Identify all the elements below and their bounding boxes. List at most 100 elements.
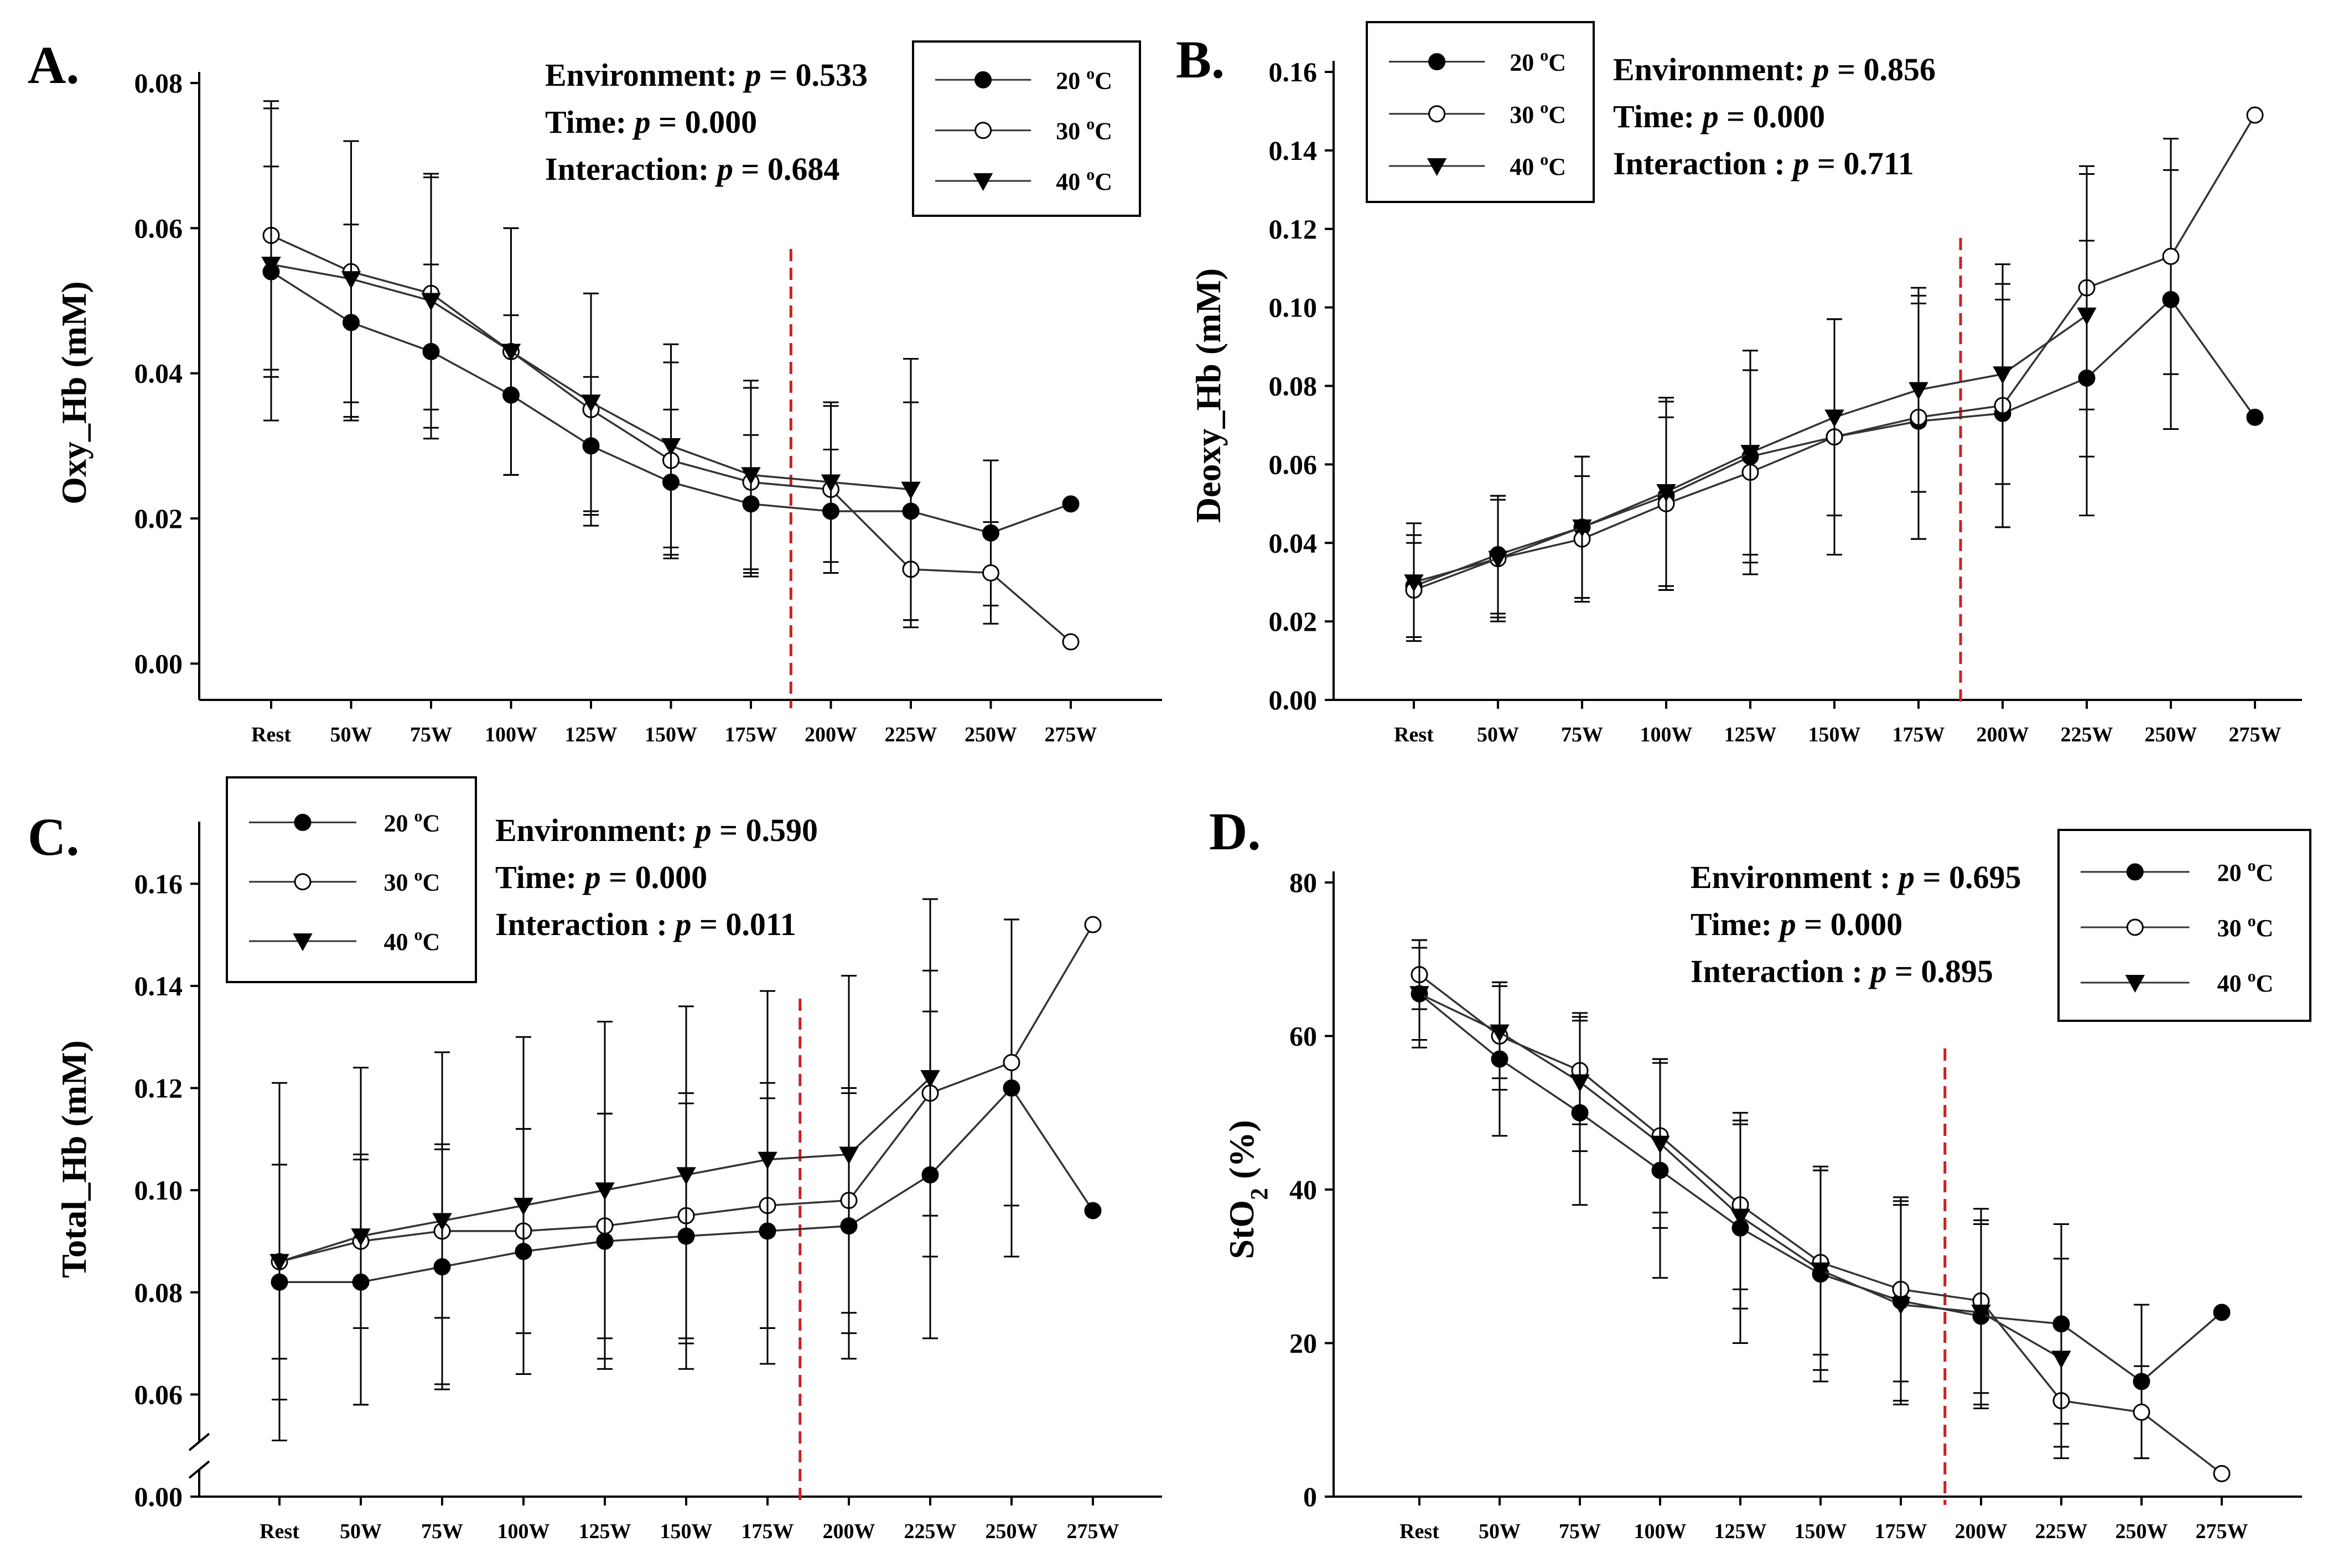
- data-point: [1909, 382, 1928, 400]
- legend-degree: o: [2248, 912, 2256, 930]
- stat-annotation: Time: p = 0.000: [1691, 906, 1902, 942]
- legend-marker: [293, 933, 313, 952]
- x-tick-label: 225W: [885, 723, 937, 746]
- data-point: [1811, 1262, 1831, 1280]
- x-tick-label: 250W: [2145, 723, 2197, 746]
- data-point: [1891, 1297, 1911, 1315]
- y-tick-label: 0.04: [134, 358, 183, 389]
- stat-label: Time:: [1691, 906, 1780, 942]
- data-point: [821, 474, 841, 492]
- legend-degree: o: [2248, 967, 2256, 985]
- stat-label: Interaction:: [545, 151, 717, 187]
- y-tick-label: 0.08: [1269, 371, 1318, 402]
- panel-b: B. 0.00 0.02 0.04 0.06 0.08 0.10 0.12 0.14 0.16 Re…: [1176, 21, 2302, 746]
- x-tick-label: 250W: [986, 1520, 1038, 1543]
- y-tick-label: 0.10: [134, 1175, 183, 1206]
- panel-label: B.: [1176, 30, 1225, 89]
- x-tick-label: 175W: [742, 1520, 794, 1543]
- x-tick-label: 125W: [1724, 723, 1777, 746]
- stat-p: p: [692, 812, 711, 848]
- x-tick-label: Rest: [260, 1520, 299, 1543]
- data-point: [661, 438, 681, 456]
- legend-temp: 40: [384, 928, 414, 956]
- y-tick-label: 0.00: [134, 648, 183, 679]
- legend-temp: 20: [1056, 67, 1086, 94]
- y-tick-label: 0.16: [134, 868, 183, 899]
- stat-annotation: Interaction : p = 0.711: [1613, 146, 1914, 181]
- data-point: [1570, 1074, 1590, 1092]
- x-tick-label: 150W: [1795, 1520, 1847, 1543]
- data-point: [421, 293, 441, 311]
- data-point: [758, 1151, 777, 1170]
- legend-label: 40 oC: [384, 926, 440, 956]
- legend-unit: C: [1095, 168, 1112, 195]
- x-tick-label: 275W: [2229, 723, 2282, 746]
- stat-annotation: Interaction: p = 0.684: [545, 151, 839, 187]
- data-point: [2162, 247, 2180, 265]
- data-point: [2077, 307, 2097, 325]
- y-tick-label: 0.02: [134, 503, 183, 534]
- panel-c: C. 0.00 0.06 0.08 0.10 0.12 0.14 0.16 Rest 50W 75W…: [28, 776, 1162, 1543]
- y-tick-label: 20: [1289, 1328, 1317, 1359]
- x-tick-label: 225W: [904, 1520, 957, 1543]
- y-tick-label: 0.02: [1269, 606, 1318, 637]
- y-axis-title: Deoxy_Hb (mM): [1189, 268, 1228, 523]
- legend-unit: C: [423, 809, 440, 837]
- stat-value: = 0.000: [1796, 906, 1903, 942]
- data-point: [839, 1146, 859, 1165]
- stat-label: Time:: [495, 859, 585, 895]
- legend-temp: 30: [1056, 118, 1086, 145]
- y-tick-label: 60: [1289, 1021, 1317, 1052]
- panel-label: D.: [1209, 802, 1261, 861]
- data-point: [1062, 633, 1080, 651]
- x-tick-label: 75W: [410, 723, 452, 746]
- x-tick-label: 175W: [1875, 1520, 1927, 1543]
- data-point: [351, 1228, 371, 1247]
- data-point: [581, 394, 601, 413]
- legend-unit: C: [2256, 970, 2274, 997]
- stat-label: Environment:: [545, 57, 745, 93]
- y-axis-title: Oxy_Hb (mM): [54, 281, 94, 505]
- x-tick-label: 150W: [645, 723, 697, 746]
- data-point: [982, 564, 999, 581]
- data-point: [432, 1213, 452, 1231]
- legend-unit: C: [1095, 67, 1112, 94]
- y-axis-title-main: Oxy_Hb (mM): [54, 281, 94, 505]
- panel-d: D. 0 20 40 60 80 Rest 50W 75W 100W 125W 150W 175W 200…: [1209, 802, 2311, 1543]
- x-tick-label: 175W: [725, 723, 777, 746]
- stat-annotation: Environment: p = 0.590: [495, 812, 818, 848]
- legend-label: 30 oC: [384, 866, 440, 896]
- panel-label: A.: [28, 35, 79, 95]
- data-point: [595, 1182, 615, 1201]
- y-tick-label: 40: [1289, 1174, 1317, 1205]
- legend-temp: 20: [2217, 859, 2248, 886]
- legend-unit: C: [2256, 915, 2274, 942]
- legend-marker: [294, 813, 312, 831]
- legend-temp: 40: [1510, 153, 1540, 180]
- data-point: [514, 1197, 533, 1216]
- legend-label: 40 oC: [2217, 967, 2274, 997]
- stat-p: p: [1896, 859, 1915, 895]
- y-tick-label: 0.06: [134, 212, 183, 243]
- legend-marker: [1427, 158, 1447, 176]
- data-point: [1650, 1135, 1670, 1154]
- data-point: [1730, 1208, 1750, 1227]
- legend-label: 20 oC: [1510, 46, 1566, 76]
- stat-value: = 0.711: [1809, 146, 1914, 181]
- x-tick-label: 50W: [1479, 1520, 1521, 1543]
- legend-unit: C: [1095, 118, 1112, 145]
- stat-value: = 0.684: [733, 151, 840, 187]
- legend-degree: o: [414, 926, 423, 944]
- stat-label: Environment:: [1613, 51, 1813, 87]
- legend-marker: [2125, 975, 2145, 993]
- data-point: [2246, 106, 2264, 124]
- legend-degree: o: [2248, 856, 2256, 875]
- stat-p: p: [714, 151, 733, 187]
- data-point: [920, 1070, 940, 1088]
- data-point: [1490, 1024, 1510, 1042]
- y-tick-label: 0.04: [1269, 527, 1318, 558]
- x-tick-label: 250W: [965, 723, 1017, 746]
- legend-box: [226, 776, 477, 983]
- stat-p: p: [1777, 906, 1796, 942]
- data-point: [1084, 1202, 1102, 1219]
